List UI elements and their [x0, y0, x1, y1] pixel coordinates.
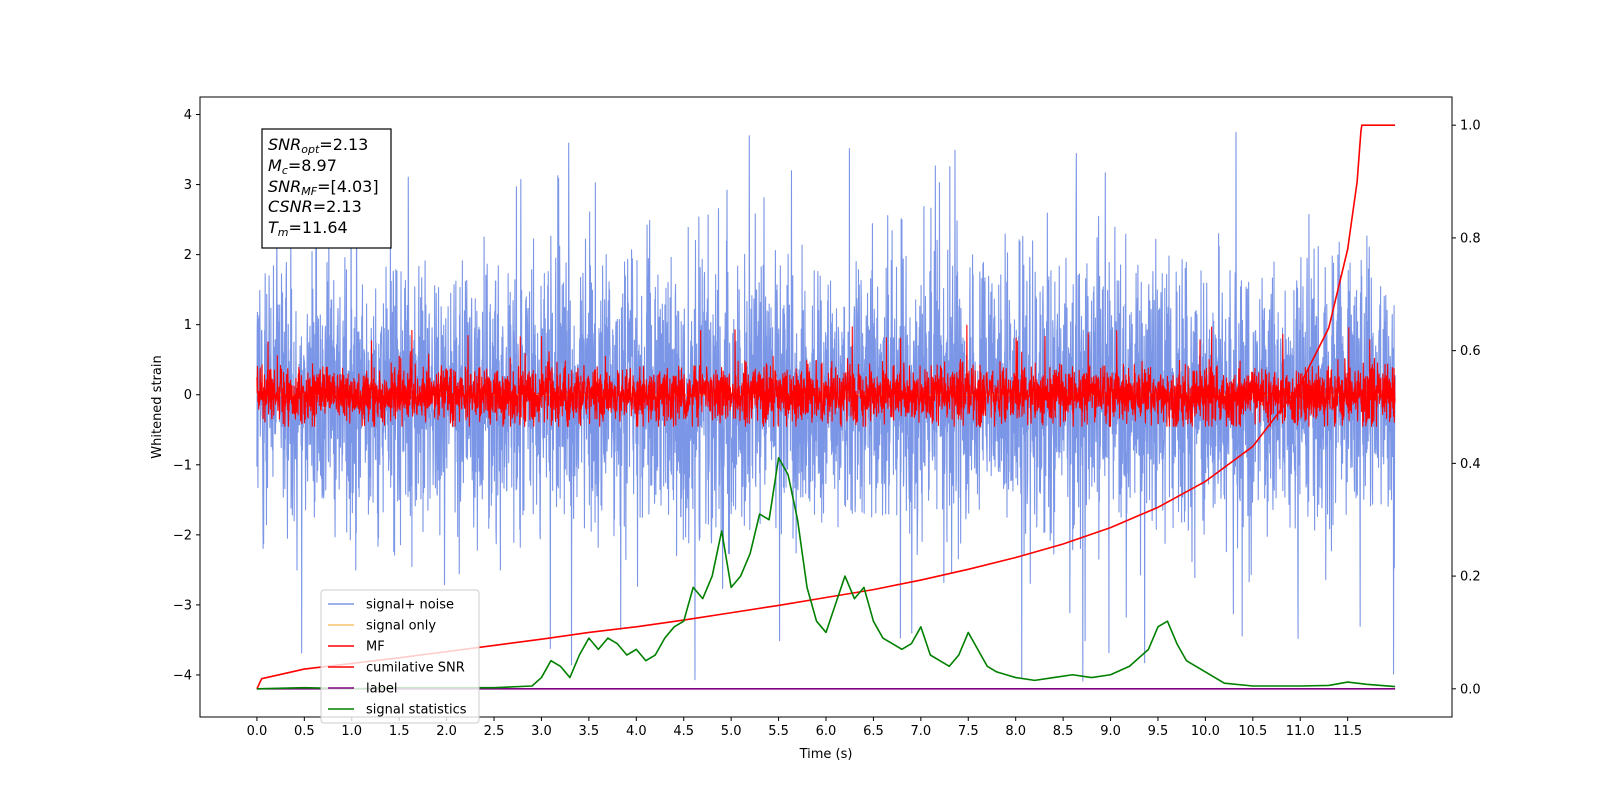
y2-tick-label: 1.0 [1460, 119, 1481, 134]
legend-label-signal-noise: signal+ noise [366, 598, 454, 613]
x-tick-label: 1.5 [389, 724, 410, 739]
x-tick-label: 3.0 [531, 724, 552, 739]
x-tick-label: 11.0 [1286, 724, 1315, 739]
series-line-signal-statistics [256, 456, 1396, 690]
y-tick-label: −2 [173, 528, 192, 543]
y-axis-right: 1.0 0.8 0.6 0.4 0.2 0.0 [1452, 119, 1481, 697]
y-tick-label: 3 [184, 178, 192, 193]
legend: signal+ noise signal only MF cumilative SNR… [320, 589, 480, 724]
series-line-signal-noise [256, 130, 1396, 682]
info-line-snr-mf: SNRMF=[4.03] [268, 177, 379, 198]
y-tick-label: 1 [184, 318, 192, 333]
x-tick-label: 4.5 [673, 724, 694, 739]
x-tick-label: 5.5 [768, 724, 789, 739]
y-axis-label: Whitened strain [150, 355, 165, 458]
info-line-mc: Mc=8.97 [268, 156, 337, 177]
x-tick-label: 8.0 [1005, 724, 1026, 739]
x-tick-label: 5.0 [721, 724, 742, 739]
x-tick-label: 6.0 [816, 724, 837, 739]
x-tick-label: 7.0 [911, 724, 932, 739]
x-tick-label: 3.5 [579, 724, 600, 739]
x-tick-label: 11.5 [1333, 724, 1362, 739]
x-tick-label: 1.0 [341, 724, 362, 739]
legend-label-mf: MF [366, 640, 385, 655]
x-tick-label: 0.5 [294, 724, 315, 739]
y-tick-label: 2 [184, 248, 192, 263]
x-tick-label: 8.5 [1053, 724, 1074, 739]
x-axis-label: Time (s) [799, 747, 853, 762]
legend-items: signal+ noise signal only MF cumilative SNR… [328, 598, 467, 718]
y2-tick-label: 0.8 [1460, 231, 1481, 246]
x-tick-label: 0.0 [247, 724, 268, 739]
y2-tick-label: 0.0 [1460, 682, 1481, 697]
x-tick-label: 9.0 [1100, 724, 1121, 739]
info-box: SNRopt=2.13 Mc=8.97 SNRMF=[4.03] CSNR=2.… [261, 128, 392, 249]
info-line-csnr: CSNR=2.13 [268, 197, 362, 216]
legend-label-signal-only: signal only [366, 619, 436, 634]
info-line-tm: Tm=11.64 [268, 218, 348, 239]
legend-label-label: label [366, 682, 397, 697]
x-tick-label: 4.0 [626, 724, 647, 739]
y-tick-label: −4 [173, 668, 192, 683]
y-tick-label: −1 [173, 458, 192, 473]
info-box-frame [261, 128, 392, 249]
x-tick-label: 2.5 [484, 724, 505, 739]
x-axis: 0.0 0.5 1.0 1.5 2.0 2.5 3.0 3.5 4.0 4.5 5.0 5.5 6.0 6… [247, 717, 1362, 739]
legend-label-cumilative-snr: cumilative SNR [366, 661, 465, 676]
x-tick-label: 2.0 [436, 724, 457, 739]
x-tick-label: 9.5 [1148, 724, 1169, 739]
y2-tick-label: 0.2 [1460, 570, 1481, 585]
legend-label-signal-statistics: signal statistics [366, 703, 467, 718]
y2-tick-label: 0.6 [1460, 344, 1481, 359]
y-tick-label: −3 [173, 598, 192, 613]
x-tick-label: 6.5 [863, 724, 884, 739]
series-line-mf [256, 324, 1396, 427]
y-tick-label: 0 [184, 388, 192, 403]
y-tick-label: 4 [184, 108, 192, 123]
x-tick-label: 7.5 [958, 724, 979, 739]
legend-frame [320, 589, 480, 724]
y2-tick-label: 0.4 [1460, 457, 1481, 472]
y-axis-left: 4 3 2 1 0 −1 −2 −3 −4 [173, 108, 200, 683]
x-tick-label: 10.0 [1191, 724, 1220, 739]
info-line-snr-opt: SNRopt=2.13 [268, 135, 368, 156]
x-tick-label: 10.5 [1238, 724, 1267, 739]
